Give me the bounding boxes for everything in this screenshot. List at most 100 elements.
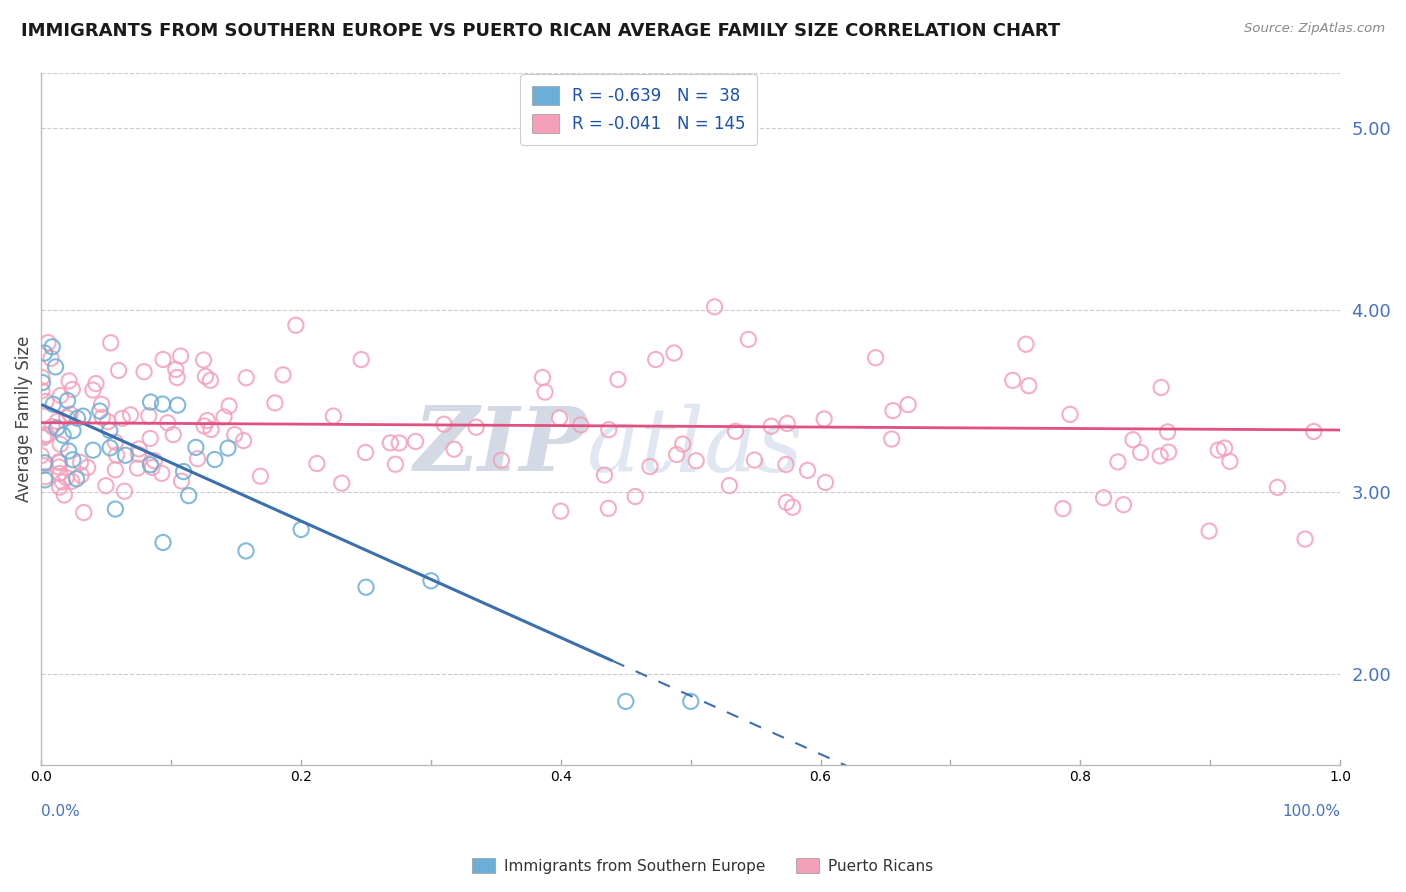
Point	[41, 419, 63, 434]
Legend: R = -0.639   N =  38, R = -0.041   N = 145: R = -0.639 N = 38, R = -0.041 N = 145	[520, 74, 758, 145]
Point	[232, 434, 254, 448]
Point	[284, 318, 307, 333]
Point	[56, 410, 79, 425]
Point	[114, 448, 136, 462]
Point	[433, 417, 456, 432]
Point	[290, 523, 312, 537]
Point	[354, 580, 377, 594]
Point	[139, 395, 162, 409]
Text: Source: ZipAtlas.com: Source: ZipAtlas.com	[1244, 22, 1385, 36]
Point	[200, 422, 222, 436]
Point	[49, 437, 72, 451]
Point	[150, 467, 173, 481]
Point	[45, 359, 67, 374]
Point	[89, 404, 111, 418]
Point	[703, 300, 725, 314]
Text: 0.0%: 0.0%	[41, 804, 80, 819]
Point	[114, 484, 136, 499]
Point	[84, 376, 107, 391]
Point	[662, 346, 685, 360]
Point	[62, 452, 84, 467]
Text: atlas: atlas	[586, 403, 803, 491]
Point	[39, 351, 62, 366]
Point	[156, 416, 179, 430]
Point	[59, 407, 82, 421]
Point	[384, 457, 406, 471]
Point	[162, 427, 184, 442]
Point	[1052, 501, 1074, 516]
Point	[143, 453, 166, 467]
Point	[718, 478, 741, 492]
Point	[443, 442, 465, 457]
Point	[614, 694, 637, 708]
Point	[104, 502, 127, 516]
Point	[70, 468, 93, 483]
Point	[897, 398, 920, 412]
Point	[31, 370, 53, 384]
Point	[865, 351, 887, 365]
Point	[35, 394, 58, 409]
Point	[1107, 455, 1129, 469]
Point	[45, 421, 67, 435]
Point	[166, 398, 188, 412]
Point	[53, 488, 76, 502]
Point	[48, 467, 70, 481]
Point	[607, 372, 630, 386]
Point	[82, 383, 104, 397]
Point	[184, 441, 207, 455]
Point	[638, 459, 661, 474]
Point	[132, 365, 155, 379]
Point	[97, 415, 120, 429]
Point	[665, 448, 688, 462]
Point	[593, 468, 616, 483]
Point	[1149, 449, 1171, 463]
Point	[354, 445, 377, 459]
Point	[350, 352, 373, 367]
Point	[37, 335, 59, 350]
Point	[212, 409, 235, 424]
Point	[138, 409, 160, 423]
Point	[56, 393, 79, 408]
Point	[1112, 498, 1135, 512]
Point	[65, 472, 87, 486]
Y-axis label: Average Family Size: Average Family Size	[15, 336, 32, 502]
Point	[420, 574, 443, 588]
Point	[170, 474, 193, 488]
Point	[111, 411, 134, 425]
Point	[55, 470, 77, 484]
Point	[814, 475, 837, 490]
Point	[100, 335, 122, 350]
Point	[32, 458, 55, 473]
Point	[30, 449, 52, 463]
Point	[744, 453, 766, 467]
Point	[60, 475, 83, 489]
Point	[105, 448, 128, 462]
Point	[127, 447, 149, 461]
Point	[305, 457, 328, 471]
Point	[388, 436, 411, 450]
Point	[1198, 524, 1220, 538]
Point	[569, 417, 592, 432]
Point	[98, 424, 121, 438]
Point	[169, 349, 191, 363]
Point	[48, 456, 70, 470]
Point	[271, 368, 294, 382]
Point	[217, 441, 239, 455]
Point	[776, 417, 799, 431]
Point	[218, 399, 240, 413]
Point	[1219, 454, 1241, 468]
Point	[193, 419, 215, 434]
Point	[34, 346, 56, 360]
Point	[31, 376, 53, 390]
Point	[62, 424, 84, 438]
Point	[82, 443, 104, 458]
Point	[1015, 337, 1038, 351]
Point	[35, 427, 58, 442]
Point	[46, 414, 69, 428]
Point	[41, 340, 63, 354]
Point	[380, 436, 402, 450]
Point	[1206, 443, 1229, 458]
Point	[90, 397, 112, 411]
Point	[813, 412, 835, 426]
Point	[624, 490, 647, 504]
